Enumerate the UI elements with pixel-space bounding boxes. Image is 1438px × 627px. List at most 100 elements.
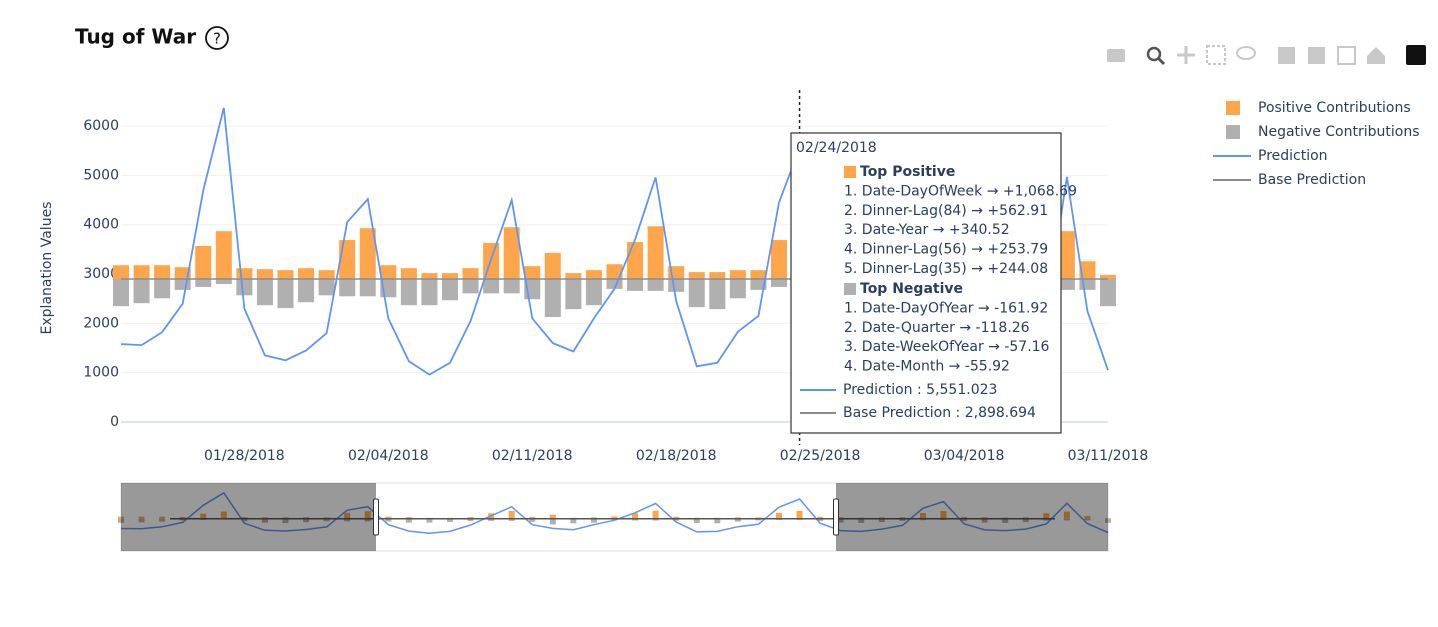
mini-bar <box>118 518 124 523</box>
help-icon[interactable]: ? <box>213 30 221 48</box>
contribution-bar <box>544 279 561 318</box>
mini-bar <box>364 518 371 522</box>
x-tick-label: 02/04/2018 <box>348 448 429 464</box>
mini-bar <box>179 518 186 521</box>
contribution-bar <box>503 279 520 294</box>
contribution-bar <box>750 270 767 280</box>
contribution-bar <box>688 272 705 280</box>
mini-bar <box>1043 513 1050 519</box>
legend-swatch <box>1226 101 1240 115</box>
contribution-bar <box>174 279 191 290</box>
mini-bar <box>940 511 947 519</box>
contribution-bar <box>462 268 479 280</box>
zoom-out-icon[interactable] <box>1308 47 1325 64</box>
mini-bar <box>673 516 680 519</box>
mini-bar <box>1084 516 1091 519</box>
x-tick-label: 02/18/2018 <box>636 448 717 464</box>
tooltip-item: 4. Date-Month → -55.92 <box>844 359 1010 375</box>
mini-bar <box>529 516 536 519</box>
mini-bar <box>1105 518 1111 523</box>
x-tick-label: 02/25/2018 <box>780 448 861 464</box>
mini-bar <box>385 516 392 519</box>
contribution-bar <box>236 279 253 296</box>
mini-bar <box>1063 511 1070 519</box>
help-circle[interactable] <box>205 26 229 50</box>
mini-bar <box>714 518 721 524</box>
mini-bar <box>693 518 700 523</box>
contribution-bar <box>771 279 787 287</box>
contribution-bar <box>154 279 171 299</box>
legend-label[interactable]: Negative Contributions <box>1258 124 1420 140</box>
contribution-bar <box>1100 279 1116 307</box>
mini-bar <box>1063 518 1070 521</box>
logo-icon[interactable] <box>1406 45 1426 65</box>
contribution-bar <box>113 265 129 280</box>
contribution-bar <box>709 279 726 310</box>
camera-icon[interactable] <box>1107 49 1125 62</box>
autoscale-icon[interactable] <box>1337 46 1356 65</box>
mini-bar <box>755 518 762 521</box>
mini-bar <box>776 512 782 519</box>
contribution-bar <box>113 279 129 307</box>
contribution-bar <box>215 231 232 280</box>
contribution-bar <box>688 279 705 308</box>
contribution-bar <box>585 270 602 280</box>
mini-bar <box>1084 518 1091 521</box>
mini-bar <box>179 516 186 519</box>
zoom-icon[interactable] <box>1146 46 1162 62</box>
contribution-bar <box>318 270 335 280</box>
range-handle[interactable] <box>373 498 379 536</box>
tooltip-item: 1. Date-DayOfYear → -161.92 <box>844 300 1048 316</box>
mini-bar <box>467 518 474 521</box>
mini-bar <box>590 518 597 523</box>
mini-bar <box>549 518 556 525</box>
lasso-icon[interactable] <box>1236 46 1256 60</box>
mini-line <box>120 491 1109 534</box>
zoom-in-icon[interactable] <box>1278 47 1295 64</box>
legend-label[interactable]: Base Prediction <box>1258 172 1366 188</box>
legend-label[interactable]: Prediction <box>1258 148 1328 164</box>
contribution-bar <box>277 279 294 309</box>
x-tick-label: 03/11/2018 <box>1068 448 1149 464</box>
y-axis-label: Explanation Values <box>39 202 55 335</box>
mini-bar <box>159 518 166 522</box>
select-icon[interactable] <box>1206 45 1226 65</box>
mini-bar <box>159 516 166 519</box>
x-tick-label: 01/28/2018 <box>204 448 285 464</box>
tooltip-swatch <box>844 283 856 295</box>
y-tick-label: 2000 <box>83 315 119 331</box>
mini-bar <box>303 518 310 523</box>
contribution-bar <box>565 279 582 310</box>
x-tick-label: 02/11/2018 <box>492 448 573 464</box>
mini-bar <box>508 518 515 521</box>
contribution-bar <box>565 273 582 280</box>
contribution-bar <box>585 279 602 306</box>
pan-icon[interactable] <box>1177 46 1195 64</box>
home-icon[interactable] <box>1367 47 1385 64</box>
chart-title: Tug of War <box>75 25 196 49</box>
contribution-bar <box>442 273 458 280</box>
range-handle[interactable] <box>833 498 839 536</box>
y-tick-label: 4000 <box>83 217 119 233</box>
mini-bar <box>817 518 824 521</box>
contribution-bar <box>236 268 253 280</box>
tooltip-prediction: Prediction : 5,551.023 <box>843 382 997 398</box>
mini-bar <box>899 518 906 521</box>
legend-label[interactable]: Positive Contributions <box>1258 100 1411 116</box>
contribution-bar <box>606 264 623 280</box>
modebar <box>1107 45 1426 66</box>
mini-bar <box>961 518 968 521</box>
contribution-bar <box>647 279 664 291</box>
legend-swatch <box>1226 125 1240 139</box>
mini-bar <box>426 518 433 523</box>
y-tick-label: 0 <box>110 414 119 430</box>
mini-bar <box>961 516 968 519</box>
mini-bar <box>570 518 577 524</box>
tooltip-box <box>790 132 1062 434</box>
mini-bar <box>118 516 124 519</box>
y-tick-label: 3000 <box>83 266 119 282</box>
contribution-bar <box>1079 261 1096 280</box>
tooltip-item: 1. Date-DayOfWeek → +1,068.69 <box>844 183 1077 199</box>
mini-bar <box>796 510 803 519</box>
mini-bar <box>200 513 207 519</box>
